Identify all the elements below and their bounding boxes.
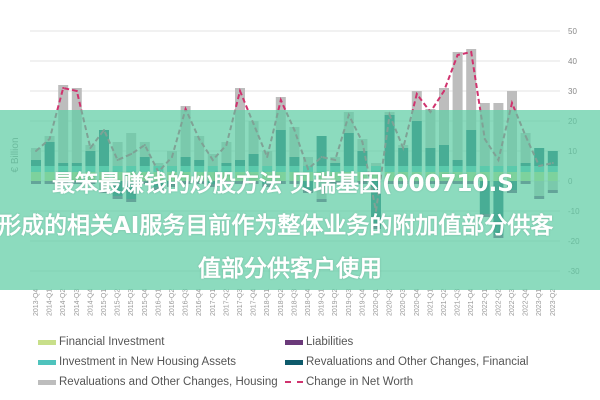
x-tick-label: 2020-Q1 xyxy=(373,289,380,316)
x-tick-label: 2015-Q3 xyxy=(128,289,135,316)
net-worth-point xyxy=(184,108,187,110)
net-worth-point xyxy=(456,54,459,56)
x-tick-label: 2016-Q4 xyxy=(196,289,203,316)
x-tick-label: 2017-Q2 xyxy=(223,289,230,316)
net-worth-point xyxy=(75,90,78,92)
overlay-line-2: 形成的相关AI服务目前作为整体业务的附加值部分供客 xyxy=(0,213,554,239)
x-tick-label: 2017-Q4 xyxy=(251,289,258,316)
net-worth-point xyxy=(470,51,473,53)
legend-label: Revaluations and Other Changes, Housing xyxy=(59,376,278,388)
x-tick-label: 2022-Q3 xyxy=(509,289,516,316)
x-tick-label: 2021-Q4 xyxy=(468,289,475,316)
legend-dash xyxy=(285,381,303,383)
y-tick-label: 30 xyxy=(568,87,577,96)
x-tick-label: 2021-Q1 xyxy=(427,289,434,316)
x-tick-label: 2017-Q1 xyxy=(210,289,217,316)
overlay-banner: 最笨最赚钱的炒股方法 贝瑞基因(000710.S 形成的相关AI服务目前作为整体… xyxy=(0,110,600,290)
net-worth-point xyxy=(443,90,445,92)
bar-revaluations-and-other-changes-housing xyxy=(411,91,422,121)
legend-net-worth: Change in Net Worth xyxy=(285,376,413,388)
legend-liabilities: Liabilities xyxy=(285,336,353,348)
x-tick-label: 2019-Q2 xyxy=(332,289,339,316)
legend-revaluation-financial: Revaluations and Other Changes, Financia… xyxy=(285,356,528,368)
x-tick-label: 2018-Q3 xyxy=(291,289,298,316)
x-tick-label: 2015-Q2 xyxy=(115,289,122,316)
net-worth-point xyxy=(511,102,513,104)
x-tick-label: 2022-Q2 xyxy=(495,289,502,316)
x-tick-label: 2020-Q2 xyxy=(387,289,394,316)
legend-swatch xyxy=(285,359,303,365)
net-worth-point xyxy=(239,90,241,92)
legend-swatch xyxy=(285,339,303,345)
x-tick-label: 2013-Q4 xyxy=(33,289,40,316)
legend-swatch xyxy=(38,339,56,345)
x-tick-label: 2018-Q4 xyxy=(305,289,312,316)
legend-investment-housing: Investment in New Housing Assets xyxy=(38,356,236,368)
legend-financial-investment: Financial Investment xyxy=(38,336,164,348)
y-tick-label: 40 xyxy=(568,57,577,66)
x-tick-label: 2022-Q4 xyxy=(523,289,530,316)
legend-swatch xyxy=(38,379,56,385)
x-tick-label: 2014-Q3 xyxy=(74,289,81,316)
overlay-line-3: 值部分供客户使用 xyxy=(198,256,382,282)
legend-label: Change in Net Worth xyxy=(306,376,414,388)
x-tick-label: 2021-Q3 xyxy=(455,289,462,316)
net-worth-point xyxy=(62,87,65,89)
x-tick-label: 2023-Q1 xyxy=(536,289,543,316)
x-tick-label: 2016-Q1 xyxy=(155,289,162,316)
legend-label: Revaluations and Other Changes, Financia… xyxy=(306,356,529,368)
x-tick-label: 2015-Q4 xyxy=(142,289,149,316)
legend-label: Financial Investment xyxy=(59,336,165,348)
overlay-line-1: 最笨最赚钱的炒股方法 贝瑞基因(000710.S xyxy=(52,171,514,197)
x-tick-label: 2015-Q1 xyxy=(101,289,108,316)
x-tick-label: 2016-Q2 xyxy=(169,289,176,316)
net-worth-point xyxy=(415,93,418,95)
y-tick-label: 50 xyxy=(568,27,577,36)
bar-revaluations-and-other-changes-housing xyxy=(452,52,463,160)
net-worth-point xyxy=(279,99,282,101)
legend-revaluation-housing: Revaluations and Other Changes, Housing xyxy=(38,376,278,388)
legend-swatch xyxy=(38,359,56,365)
x-tick-label: 2018-Q1 xyxy=(264,289,271,316)
x-tick-label: 2019-Q3 xyxy=(346,289,353,316)
x-tick-label: 2016-Q3 xyxy=(183,289,190,316)
x-tick-label: 2020-Q3 xyxy=(400,289,407,316)
x-tick-label: 2023-Q2 xyxy=(550,289,557,316)
x-tick-label: 2021-Q2 xyxy=(441,289,448,316)
x-tick-label: 2020-Q4 xyxy=(414,289,421,316)
x-tick-label: 2022-Q1 xyxy=(482,289,489,316)
legend-label: Investment in New Housing Assets xyxy=(59,356,237,368)
x-tick-label: 2014-Q1 xyxy=(47,289,54,316)
bar-revaluations-and-other-changes-housing xyxy=(466,49,477,130)
x-tick-label: 2018-Q2 xyxy=(278,289,285,316)
x-tick-label: 2014-Q4 xyxy=(87,289,94,316)
legend-label: Liabilities xyxy=(306,336,354,348)
x-tick-label: 2019-Q4 xyxy=(359,289,366,316)
x-tick-label: 2014-Q2 xyxy=(60,289,67,316)
x-tick-label: 2017-Q3 xyxy=(237,289,244,316)
x-tick-label: 2019-Q1 xyxy=(319,289,326,316)
